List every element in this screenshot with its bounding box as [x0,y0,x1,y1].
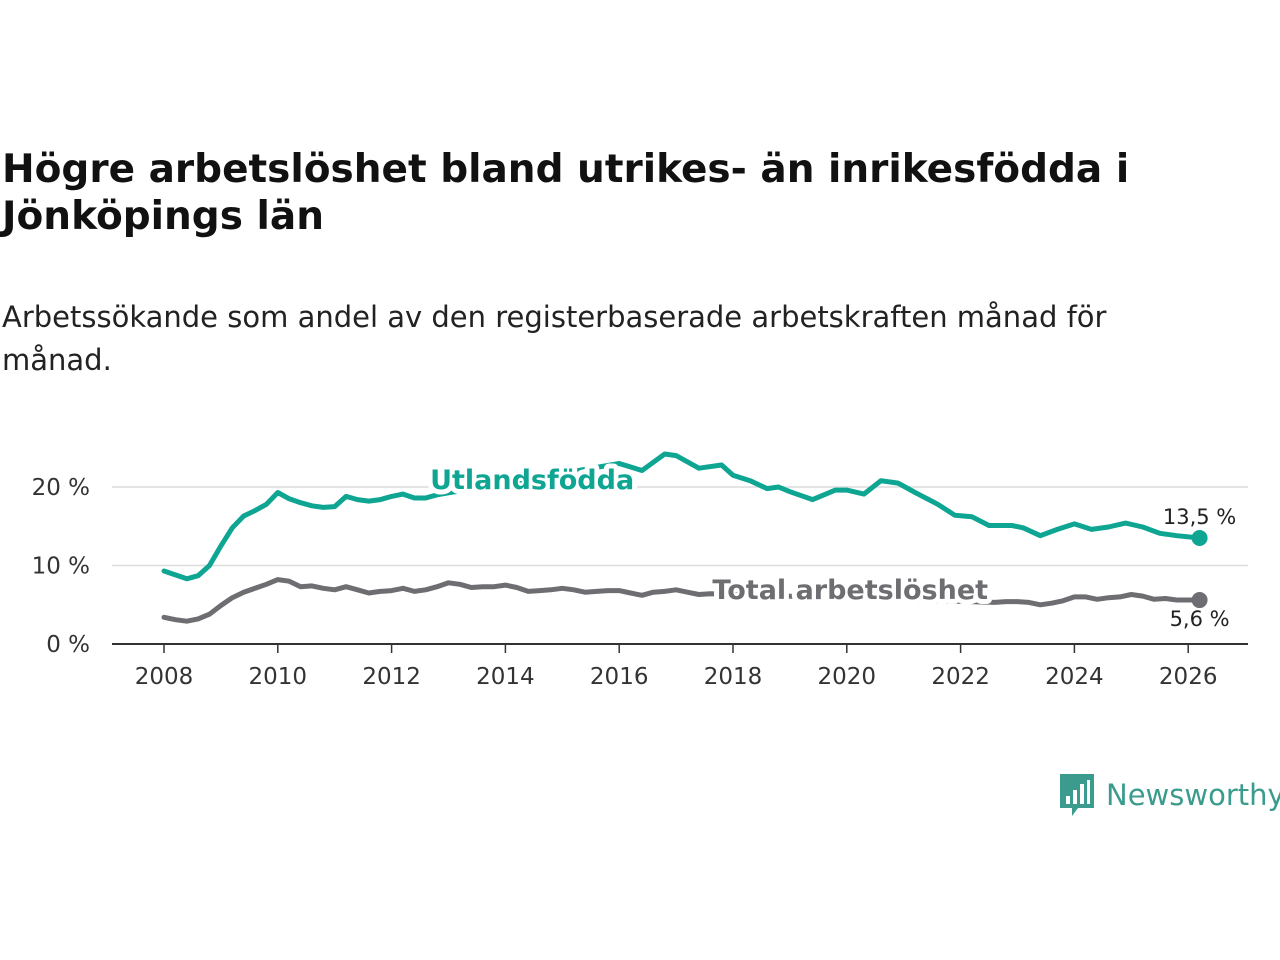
newsworthy-logo: Newsworthy [1058,772,1280,818]
end-value-label: 5,6 % [1170,607,1230,631]
x-tick-label: 2022 [931,664,990,690]
line-chart: 0 % 10 % 20 % 2008 2010 2012 2014 2016 2018 2020… [32,451,1248,690]
series-name-label: Total arbetslöshet [712,575,988,606]
y-axis: 0 % 10 % 20 % [32,475,90,658]
series-name-halo: Utlandsfödda [430,465,634,496]
x-tick-label: 2016 [590,664,649,690]
series-lines [161,451,1208,624]
y-tick-label: 0 % [46,632,90,658]
chart-subtitle: Arbetssökande som andel av den registerb… [2,300,1107,377]
brand-name: Newsworthy [1106,778,1280,812]
x-tick-label: 2018 [704,664,763,690]
x-tick-label: 2010 [249,664,308,690]
chart-title: Högre arbetslöshet bland utrikes- än inr… [2,147,1130,239]
x-tick-label: 2024 [1045,664,1104,690]
x-tick-label: 2008 [135,664,194,690]
x-tick-label: 2012 [362,664,421,690]
series-end-marker-0 [1191,530,1208,547]
x-tick-label: 2026 [1159,664,1218,690]
bar-chart-speech-bubble-icon [1060,774,1094,816]
series-name-halo: Total arbetslöshet [712,575,988,606]
y-tick-label: 10 % [32,554,90,580]
series-end-marker-1 [1191,592,1208,609]
gridlines [112,486,1248,567]
end-value-label: 13,5 % [1163,505,1236,529]
y-tick-label: 20 % [32,475,90,501]
x-axis: 2008 2010 2012 2014 2016 2018 2020 2022 2024 2026 [112,643,1248,690]
x-tick-label: 2014 [476,664,535,690]
series-line-0 [161,451,1203,582]
x-tick-label: 2020 [818,664,877,690]
series-name-label: Utlandsfödda [430,465,634,496]
series-line-1 [161,577,1203,624]
